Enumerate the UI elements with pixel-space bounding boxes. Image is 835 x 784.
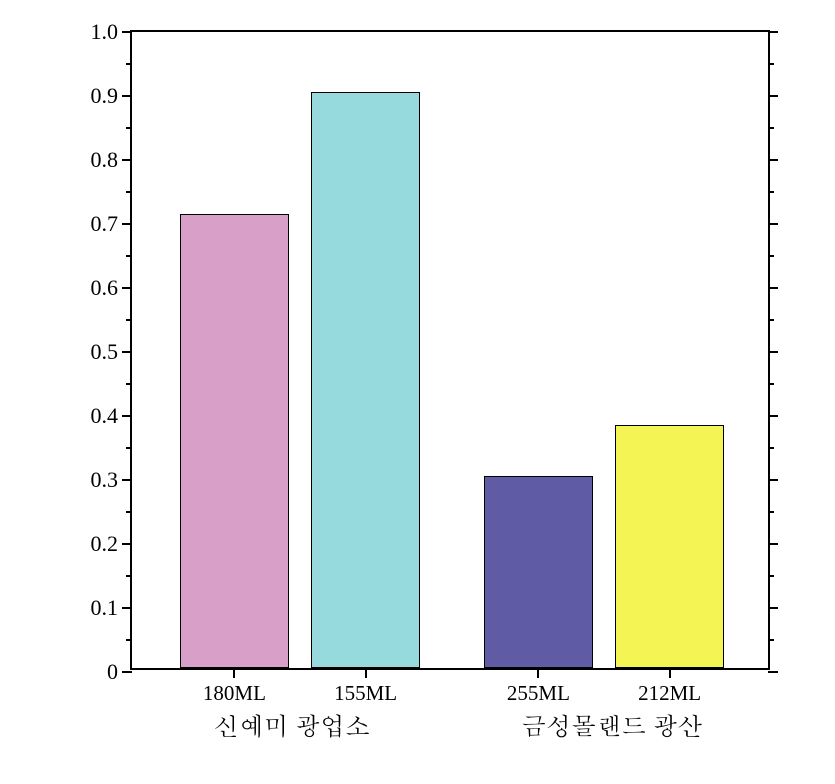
x-tick <box>537 668 539 678</box>
y-tick-label: 1.0 <box>91 19 119 45</box>
y-tick <box>122 479 132 481</box>
y-tick-right <box>768 479 778 481</box>
y-tick <box>122 415 132 417</box>
x-tick-label: 255ML <box>507 681 570 706</box>
y-tick-right <box>768 543 778 545</box>
y-tick <box>122 159 132 161</box>
bar <box>311 92 420 668</box>
y-tick-label: 0 <box>107 659 118 685</box>
y-tick-label: 0.9 <box>91 83 119 109</box>
group-label: 신예미 광업소 <box>214 708 370 743</box>
y-tick-right-minor <box>768 447 774 449</box>
y-tick-minor <box>126 575 132 577</box>
x-tick-label: 212ML <box>638 681 701 706</box>
y-tick-minor <box>126 127 132 129</box>
y-tick-minor <box>126 255 132 257</box>
y-tick-right-minor <box>768 319 774 321</box>
bar <box>484 476 593 668</box>
y-tick-right <box>768 287 778 289</box>
y-tick <box>122 287 132 289</box>
x-tick <box>233 668 235 678</box>
y-tick <box>122 223 132 225</box>
y-tick-right-minor <box>768 191 774 193</box>
x-tick-label: 180ML <box>203 681 266 706</box>
y-tick-right <box>768 607 778 609</box>
y-tick-right-minor <box>768 255 774 257</box>
y-tick-right <box>768 159 778 161</box>
y-tick-right <box>768 415 778 417</box>
group-label: 금성몰랜드 광산 <box>521 708 702 743</box>
y-tick-minor <box>126 383 132 385</box>
y-tick-minor <box>126 319 132 321</box>
y-tick-right-minor <box>768 63 774 65</box>
y-tick-label: 0.3 <box>91 467 119 493</box>
y-tick-minor <box>126 447 132 449</box>
y-tick <box>122 95 132 97</box>
x-tick-label: 155ML <box>334 681 397 706</box>
y-tick-right <box>768 95 778 97</box>
y-tick <box>122 671 132 673</box>
bar <box>180 214 289 668</box>
y-tick-right <box>768 671 778 673</box>
y-tick-right-minor <box>768 575 774 577</box>
x-tick <box>669 668 671 678</box>
y-tick-label: 0.8 <box>91 147 119 173</box>
y-tick-right-minor <box>768 511 774 513</box>
y-tick-minor <box>126 191 132 193</box>
y-tick <box>122 31 132 33</box>
y-tick-minor <box>126 63 132 65</box>
y-tick-minor <box>126 639 132 641</box>
y-tick-label: 0.7 <box>91 211 119 237</box>
y-tick-right-minor <box>768 383 774 385</box>
y-tick-right-minor <box>768 127 774 129</box>
chart-container: 연간 유효선량 (mSv·y⁻¹) 00.10.20.30.40.50.60.7… <box>0 0 835 784</box>
y-tick-label: 0.1 <box>91 595 119 621</box>
y-tick-right <box>768 31 778 33</box>
y-tick-right-minor <box>768 639 774 641</box>
y-tick-label: 0.2 <box>91 531 119 557</box>
y-tick-label: 0.4 <box>91 403 119 429</box>
y-tick-label: 0.6 <box>91 275 119 301</box>
bar <box>615 425 724 668</box>
plot-area: 00.10.20.30.40.50.60.70.80.91.0180ML155M… <box>130 30 770 670</box>
y-tick <box>122 607 132 609</box>
y-tick-label: 0.5 <box>91 339 119 365</box>
y-tick <box>122 543 132 545</box>
y-tick-right <box>768 351 778 353</box>
x-tick <box>365 668 367 678</box>
y-tick-minor <box>126 511 132 513</box>
y-tick-right <box>768 223 778 225</box>
y-tick <box>122 351 132 353</box>
